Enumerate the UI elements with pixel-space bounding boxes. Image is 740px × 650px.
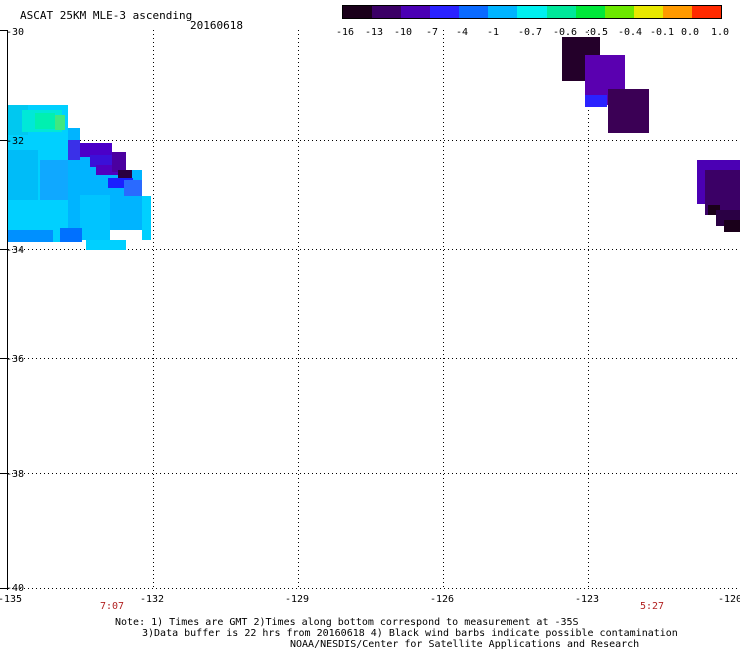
data-swath-left bbox=[8, 105, 151, 250]
lat-label: -32 bbox=[6, 136, 24, 147]
lat-label: -38 bbox=[6, 469, 24, 480]
lat-tick-marks bbox=[0, 30, 8, 589]
colorbar-segment bbox=[430, 6, 460, 18]
colorbar-segment bbox=[488, 6, 518, 18]
colorbar-segment bbox=[372, 6, 402, 18]
lon-label: -129 bbox=[285, 594, 309, 605]
colorbar-segment bbox=[459, 6, 489, 18]
colorbar-label: -1 bbox=[486, 27, 500, 38]
colorbar-label: -0.5 bbox=[583, 27, 609, 38]
colorbar-label: -10 bbox=[393, 27, 413, 38]
colorbar-segment bbox=[546, 6, 576, 18]
time-label-right: 5:27 bbox=[640, 601, 665, 612]
lon-label: -120 bbox=[718, 594, 740, 605]
colorbar-label: 1.0 bbox=[710, 27, 730, 38]
note-line-3: NOAA/NESDIS/Center for Satellite Applica… bbox=[290, 639, 640, 650]
lat-label: -34 bbox=[6, 245, 24, 256]
colorbar-segment bbox=[633, 6, 663, 18]
colorbar-label: -0.1 bbox=[649, 27, 675, 38]
lon-label: -126 bbox=[430, 594, 454, 605]
product-title: ASCAT 25KM MLE-3 ascending bbox=[20, 9, 193, 22]
note-line-1: Note: 1) Times are GMT 2)Times along bot… bbox=[115, 617, 579, 628]
data-cluster-far-right bbox=[697, 160, 740, 232]
note-line-2: 3)Data buffer is 22 hrs from 20160618 4)… bbox=[142, 628, 678, 639]
colorbar-segment bbox=[662, 6, 692, 18]
colorbar-label: -0.6 bbox=[552, 27, 578, 38]
colorbar-label: -0.4 bbox=[617, 27, 643, 38]
colorbar-label: -13 bbox=[364, 27, 384, 38]
lat-label: -40 bbox=[6, 583, 24, 594]
lon-label: -123 bbox=[575, 594, 599, 605]
data-cluster-top-right bbox=[562, 37, 649, 133]
colorbar-label: -4 bbox=[455, 27, 469, 38]
colorbar-segment bbox=[604, 6, 634, 18]
lat-label: -36 bbox=[6, 354, 24, 365]
colorbar-label: -7 bbox=[425, 27, 439, 38]
colorbar bbox=[342, 5, 722, 19]
colorbar-segment bbox=[401, 6, 431, 18]
colorbar-segment bbox=[575, 6, 605, 18]
lat-label: -30 bbox=[6, 27, 24, 38]
colorbar-segment bbox=[517, 6, 547, 18]
colorbar-label: -0.7 bbox=[517, 27, 543, 38]
colorbar-label: -16 bbox=[335, 27, 355, 38]
lon-label: -132 bbox=[140, 594, 164, 605]
lon-label: -135 bbox=[0, 594, 22, 605]
colorbar-segment bbox=[691, 6, 721, 18]
colorbar-segment bbox=[343, 6, 373, 18]
time-label-left: 7:07 bbox=[100, 601, 125, 612]
product-date: 20160618 bbox=[190, 19, 243, 32]
colorbar-label: 0.0 bbox=[680, 27, 700, 38]
grid-lines bbox=[8, 30, 740, 590]
